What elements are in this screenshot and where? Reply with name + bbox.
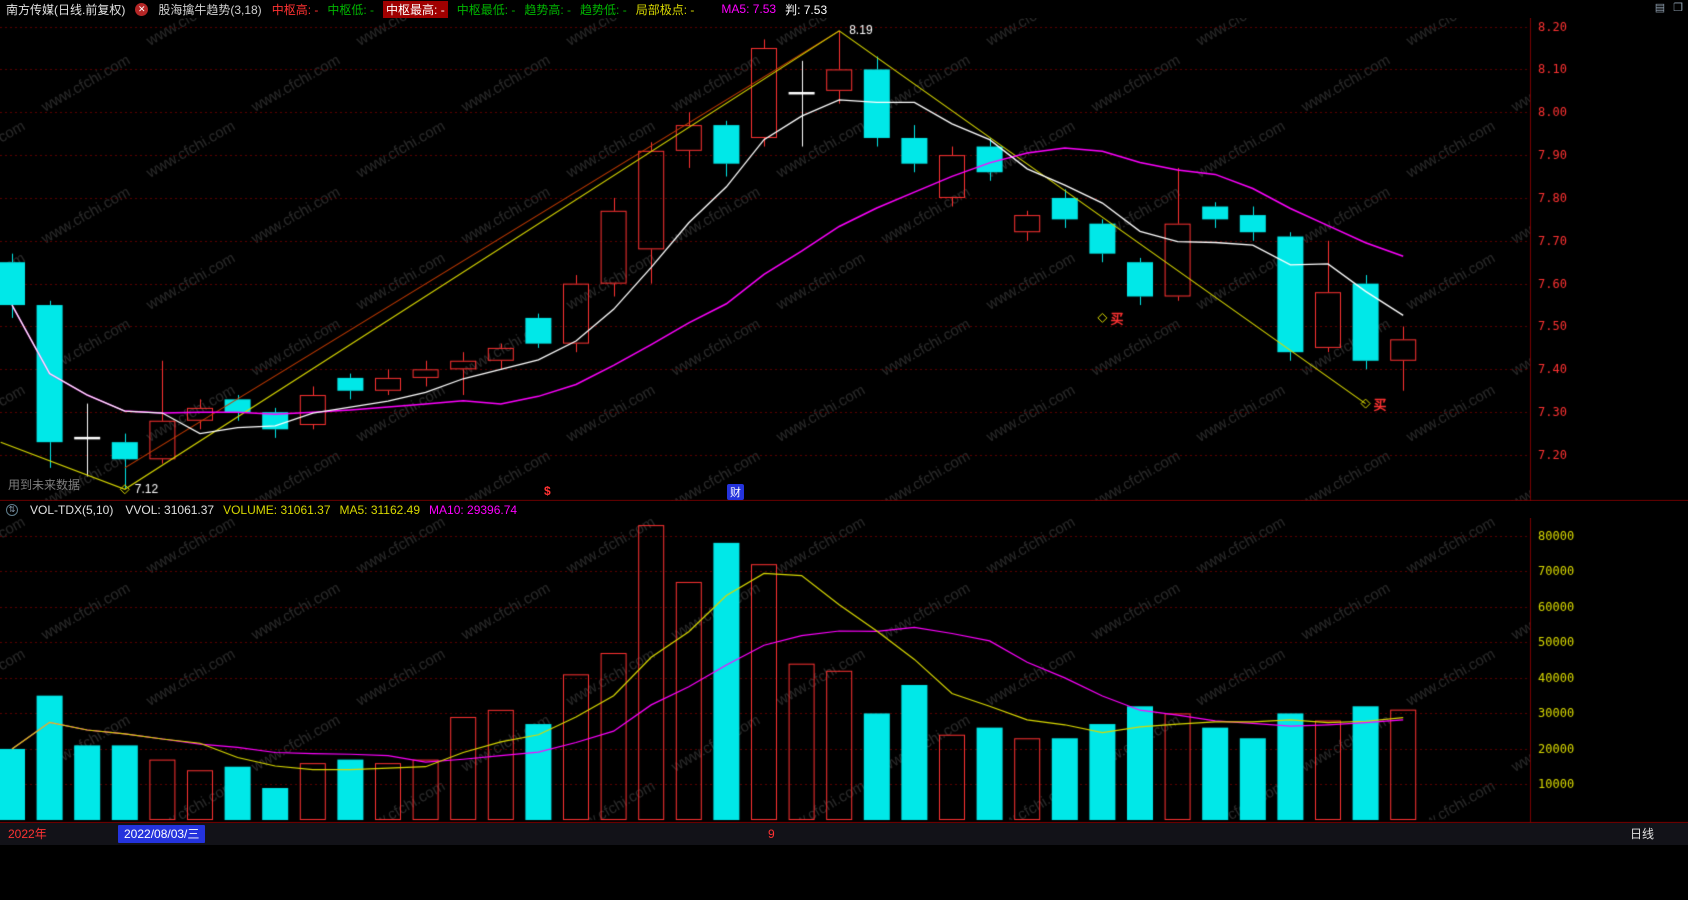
month-label: 9: [768, 827, 775, 841]
date-axis-bar: 2022年 2022/08/03/三 9 日线: [0, 823, 1688, 845]
volume-value: VVOL: 31061.37: [125, 502, 215, 517]
indicator-param: 局部极点: -: [635, 2, 695, 17]
indicator-param: 中枢最低: -: [456, 2, 516, 17]
dividend-marker[interactable]: $: [544, 484, 551, 498]
indicator-param: 中枢最高: -: [383, 0, 448, 18]
selected-date-label: 2022/08/03/三: [118, 825, 206, 843]
year-label: 2022年: [8, 827, 47, 841]
volume-value: MA5: 31162.49: [339, 502, 421, 517]
volume-indicator-values: VVOL: 31061.37 VOLUME: 31061.37 MA5: 31162…: [125, 503, 517, 517]
volume-header-bar: ⇅ VOL-TDX(5,10) VVOL: 31061.37 VOLUME: 31…: [0, 501, 1688, 518]
period-label[interactable]: 日线: [1630, 827, 1655, 841]
pane-collapse-icon[interactable]: ⇅: [6, 503, 18, 516]
indicator-params: 中枢高: - 中枢低: - 中枢最高: - 中枢最低: - 趋势高: - 趋势低: - 局部…: [271, 0, 828, 18]
indicator-param: MA5: 7.53: [721, 2, 777, 16]
layout-icon[interactable]: ▤: [1654, 2, 1666, 14]
indicator-header-bar: 南方传媒(日线.前复权) ✕ 股海擒牛趋势(3,18) 中枢高: - 中枢低: -…: [0, 0, 1688, 18]
indicator-name[interactable]: 股海擒牛趋势(3,18): [158, 2, 262, 17]
future-data-note: 用到未来数据: [8, 478, 81, 492]
indicator-close-icon[interactable]: ✕: [135, 2, 149, 16]
volume-value: MA10: 29396.74: [429, 502, 518, 517]
indicator-param: 判: 7.53: [785, 2, 828, 17]
indicator-param: 中枢高: -: [271, 2, 319, 17]
indicator-param: 趋势高: -: [524, 2, 572, 17]
volume-value: VOLUME: 31061.37: [223, 502, 331, 517]
volume-indicator-name[interactable]: VOL-TDX(5,10): [30, 502, 114, 517]
finance-report-badge[interactable]: 财: [727, 484, 744, 500]
stock-title: 南方传媒(日线.前复权): [6, 2, 126, 17]
indicator-param: 趋势低: -: [580, 2, 627, 17]
indicator-param: 中枢低: -: [327, 2, 375, 17]
maximize-icon[interactable]: ❐: [1673, 2, 1683, 14]
header-corner-icons: ▤ ❐: [1655, 1, 1683, 14]
